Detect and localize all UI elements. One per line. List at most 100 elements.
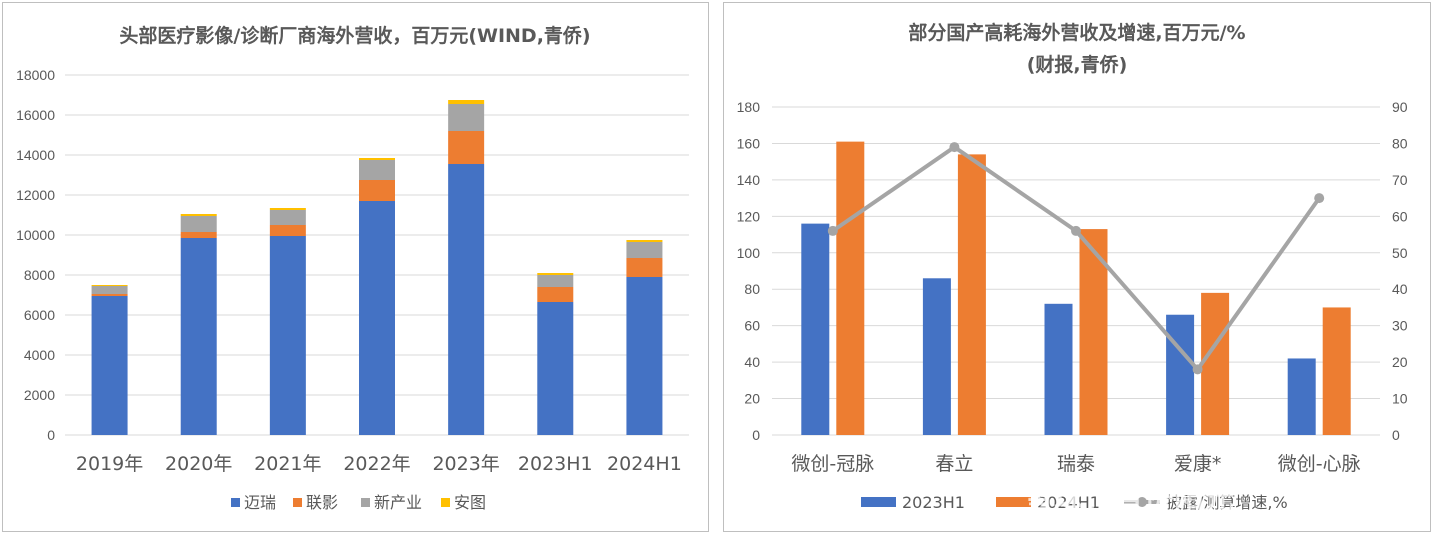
x-tick-label: 2024H1 [607, 453, 682, 475]
y2-tick-label: 30 [1392, 318, 1408, 334]
bar [957, 154, 986, 435]
bar-segment [269, 210, 306, 225]
bar-segment [91, 296, 128, 435]
legend-swatch [293, 498, 302, 507]
bar-segment [269, 208, 306, 210]
bar [836, 141, 865, 435]
bar-segment [448, 164, 485, 435]
x-tick-label: 2022年 [343, 453, 410, 475]
right-bars [801, 141, 1351, 435]
bar-segment [359, 180, 395, 201]
bar-segment [180, 216, 217, 232]
legend-swatch [996, 497, 1031, 507]
y-tick-label: 180 [737, 99, 761, 115]
bar-segment [626, 242, 663, 258]
y-tick-label: 14000 [16, 147, 55, 163]
bar [1322, 307, 1351, 435]
growth-line [831, 144, 1321, 373]
bar-segment [269, 225, 306, 236]
bar-segment [448, 131, 485, 164]
y-tick-label: 60 [744, 318, 760, 334]
bar-segment [626, 240, 663, 242]
right-y-axis-right: 0 10 20 30 40 50 60 70 80 90 [1392, 99, 1408, 443]
right-grid [772, 106, 1380, 436]
y-tick-label: 4000 [24, 347, 55, 363]
left-legend: 迈瑞 联影 新产业 安图 [231, 493, 486, 512]
x-tick-label: 微创-冠脉 [791, 453, 874, 475]
legend-label: 披露/测算增速,% [1166, 493, 1288, 512]
bar-segment [180, 238, 217, 435]
legend-swatch [861, 497, 896, 507]
bar-segment [359, 160, 395, 180]
growth-point [1192, 364, 1203, 375]
y-tick-label: 8000 [24, 267, 55, 283]
y-tick-label: 20 [744, 391, 760, 407]
legend-label: 2023H1 [902, 493, 965, 512]
bar-segment [537, 275, 574, 287]
y-tick-label: 100 [737, 245, 761, 261]
x-tick-label: 2019年 [76, 453, 143, 475]
bar-segment [537, 302, 574, 435]
x-tick-label: 春立 [935, 453, 973, 475]
growth-point [1314, 193, 1325, 204]
x-tick-label: 2023年 [432, 453, 499, 475]
legend-label: 新产业 [374, 493, 422, 512]
bar-segment [180, 232, 217, 238]
right-growth-line [827, 142, 1325, 375]
left-y-axis: 0 2000 4000 6000 8000 10000 12000 14000 16000 180… [16, 67, 55, 443]
legend-swatch [361, 498, 370, 507]
y2-tick-label: 50 [1392, 245, 1408, 261]
right-y-axis-left: 0 20 40 60 80 100 120 140 160 180 [737, 99, 761, 443]
bar-segment [269, 236, 306, 435]
bar-segment [537, 273, 574, 275]
legend-label: 安图 [454, 493, 486, 512]
y2-tick-label: 90 [1392, 99, 1408, 115]
x-tick-label: 2021年 [254, 453, 321, 475]
right-chart-subtitle: (财报,青侨) [1027, 53, 1128, 76]
y2-tick-label: 20 [1392, 354, 1408, 370]
bar-segment [91, 294, 128, 296]
y2-tick-label: 10 [1392, 391, 1408, 407]
growth-point [949, 142, 960, 153]
stacked-bar-chart: 头部医疗影像/诊断厂商海外营收，百万元(WIND,青侨) 0 2000 4000 60… [16, 24, 689, 512]
x-tick-label: 爱康* [1174, 453, 1222, 475]
y2-tick-label: 0 [1392, 427, 1400, 443]
bar-segment [180, 214, 217, 216]
y-tick-label: 10000 [16, 227, 55, 243]
legend-swatch [231, 498, 240, 507]
watermark: 雪球：青侨阳光 [1024, 481, 1234, 516]
growth-point [1071, 225, 1081, 236]
y-tick-label: 0 [47, 427, 55, 443]
bar [1166, 314, 1195, 435]
y-tick-label: 160 [737, 135, 761, 151]
y-tick-label: 16000 [16, 107, 55, 123]
bar-line-combo-chart: 部分国产高耗海外营收及增速,百万元/% (财报,青侨) 020406080100… [737, 21, 1408, 516]
y-tick-label: 0 [752, 427, 760, 443]
bar-segment [448, 100, 485, 104]
y-tick-label: 6000 [24, 307, 55, 323]
x-tick-label: 微创-心脉 [1278, 453, 1361, 475]
y-tick-label: 2000 [24, 387, 55, 403]
right-chart-panel: 部分国产高耗海外营收及增速,百万元/% (财报,青侨) 0 20 40 60 80 100… [723, 2, 1431, 532]
left-chart-panel: 头部医疗影像/诊断厂商海外营收，百万元(WIND,青侨) 0 2000 4000 60… [2, 2, 709, 532]
y2-tick-label: 40 [1392, 281, 1408, 297]
right-x-axis: 微创-冠脉 春立 瑞泰 爱康* 微创-心脉 [791, 453, 1360, 475]
y2-tick-label: 70 [1392, 172, 1408, 188]
right-legend: 2023H1 2024H1 披露/测算增速,% [861, 493, 1288, 512]
y-tick-label: 40 [744, 354, 760, 370]
y-tick-label: 12000 [16, 187, 55, 203]
bar-segment [448, 104, 485, 131]
y-tick-label: 18000 [16, 67, 55, 83]
y2-tick-label: 60 [1392, 208, 1408, 224]
legend-label: 2024H1 [1037, 493, 1100, 512]
bar-segment [537, 287, 574, 302]
bar-segment [359, 201, 395, 435]
bar [1201, 292, 1230, 435]
left-chart-title: 头部医疗影像/诊断厂商海外营收，百万元(WIND,青侨) [119, 24, 590, 47]
left-bars [91, 100, 663, 435]
x-tick-label: 瑞泰 [1057, 453, 1095, 475]
x-tick-label: 2020年 [165, 453, 232, 475]
bar-segment [91, 285, 128, 286]
y-tick-label: 140 [737, 172, 761, 188]
bar [922, 278, 951, 435]
